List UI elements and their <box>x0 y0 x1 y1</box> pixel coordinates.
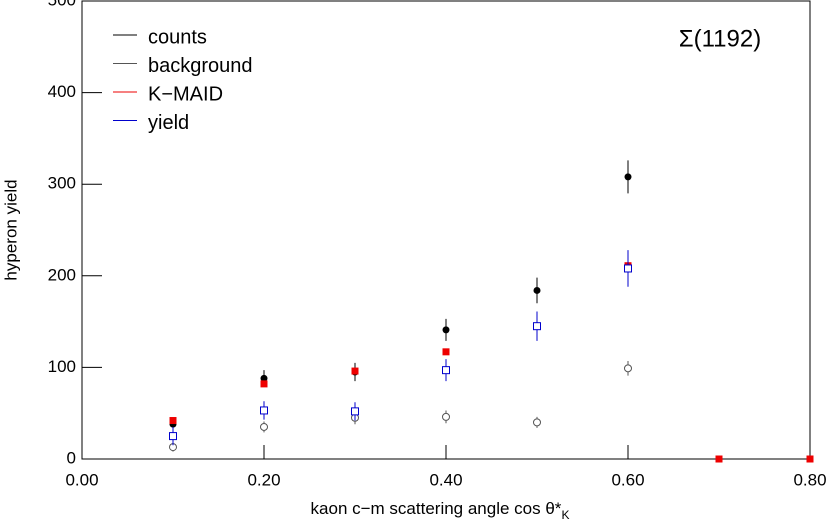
y-tick-label: 100 <box>48 357 76 376</box>
y-tick-label: 200 <box>48 265 76 284</box>
point <box>624 364 632 373</box>
point <box>624 264 632 273</box>
legend-label: counts <box>148 26 207 48</box>
x-tick-label: 0.20 <box>247 470 280 489</box>
y-tick-label: 0 <box>67 448 76 467</box>
point <box>351 367 359 375</box>
point <box>169 432 177 441</box>
point <box>533 322 541 331</box>
x-tick-label: 0.40 <box>429 470 462 489</box>
x-axis-title-sub: K <box>561 508 569 522</box>
legend-label: K−MAID <box>148 83 223 105</box>
point <box>624 173 632 181</box>
x-tick-label: 0.80 <box>793 470 826 489</box>
point <box>442 348 450 356</box>
point <box>260 374 268 382</box>
y-tick-label: 400 <box>48 82 76 101</box>
point <box>442 366 450 375</box>
point <box>533 286 541 294</box>
x-tick-label: 0.60 <box>611 470 644 489</box>
annotation: Σ(1192) <box>679 25 761 52</box>
point <box>260 406 268 415</box>
x-axis-title: kaon c−m scattering angle cos θ*K <box>311 499 570 522</box>
point <box>260 422 268 431</box>
legend-label: yield <box>148 112 189 134</box>
x-axis-title-main: kaon c−m scattering angle cos θ* <box>311 499 562 518</box>
y-tick-label: 300 <box>48 174 76 193</box>
y-axis-title: hyperon yield <box>1 179 20 280</box>
legend-label: background <box>148 55 253 77</box>
x-tick-label: 0.00 <box>65 470 98 489</box>
point <box>806 455 814 463</box>
point <box>260 380 268 388</box>
point <box>169 417 177 425</box>
point <box>351 407 359 416</box>
point <box>442 326 450 334</box>
point <box>533 418 541 427</box>
y-tick-label: 500 <box>48 0 76 9</box>
point <box>715 455 723 463</box>
point <box>442 412 450 421</box>
